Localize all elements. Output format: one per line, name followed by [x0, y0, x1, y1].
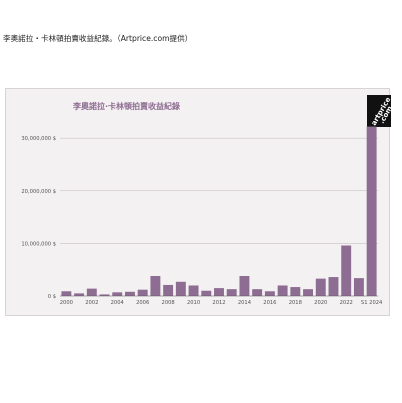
x-tick-label: 2018	[289, 300, 302, 306]
bar-2016	[264, 291, 275, 296]
bar-2007	[150, 276, 161, 296]
bar-2006	[137, 289, 148, 296]
bar-2010	[188, 285, 199, 296]
x-tick-label: 2010	[187, 300, 200, 306]
bar-2011	[201, 290, 212, 296]
bar-2020	[315, 278, 326, 296]
x-tick-label: 2020	[314, 300, 327, 306]
bar-2014	[239, 276, 250, 296]
x-tick-label: 2000	[60, 300, 73, 306]
chart-card: 李奧諾拉·卡林頓拍賣收益紀錄 artprice .com 0 $ 10,000,0…	[5, 88, 391, 316]
x-tick-label: 2004	[111, 300, 125, 306]
bars	[61, 126, 377, 296]
bar-2001	[74, 293, 85, 296]
bar-2018	[290, 287, 301, 296]
x-axis-ticks: 2000 2002 2004 2006 2008 2010 2012 2014 2016 2018…	[60, 300, 383, 306]
bar-2005	[125, 291, 135, 296]
bar-2002	[86, 288, 97, 296]
bar-2022	[341, 245, 352, 296]
x-tick-label: 2002	[85, 300, 98, 306]
x-tick-label: 2016	[263, 300, 276, 306]
bar-chart: 李奧諾拉·卡林頓拍賣收益紀錄 artprice .com 0 $ 10,000,0…	[21, 95, 391, 306]
figure-caption: 李奧諾拉・卡林頓拍賣收益紀錄。（Artprice.com提供）	[3, 34, 193, 43]
y-tick-label: 0 $	[48, 294, 56, 300]
bar-2003	[99, 294, 110, 296]
grid-lines	[60, 137, 378, 244]
y-tick-label: 10,000,000 $	[21, 241, 56, 247]
bar-2015	[252, 289, 263, 296]
x-tick-label: 2014	[238, 300, 252, 306]
chart-title: 李奧諾拉·卡林頓拍賣收益紀錄	[72, 101, 180, 111]
y-tick-label: 30,000,000 $	[21, 136, 56, 142]
bar-2008	[163, 284, 174, 296]
bar-2017	[277, 285, 288, 296]
x-tick-label: S1 2024	[361, 300, 383, 306]
x-tick-label: 2008	[162, 300, 175, 306]
y-axis-ticks: 0 $ 10,000,000 $ 20,000,000 $ 30,000,000 $	[21, 136, 56, 300]
artprice-logo: artprice .com	[367, 95, 391, 127]
bar-2004	[112, 292, 123, 296]
y-tick-label: 20,000,000 $	[21, 189, 56, 195]
bar-2013	[226, 289, 237, 296]
bar-2009	[175, 281, 186, 296]
bar-s1-2024	[366, 126, 377, 296]
bar-2019	[303, 289, 313, 296]
bar-2012	[214, 288, 224, 296]
bar-2021	[328, 277, 339, 296]
bar-2000	[61, 291, 72, 296]
x-tick-label: 2006	[136, 300, 149, 306]
bar-2023	[353, 278, 364, 296]
x-tick-label: 2012	[212, 300, 225, 306]
x-tick-label: 2022	[340, 300, 353, 306]
